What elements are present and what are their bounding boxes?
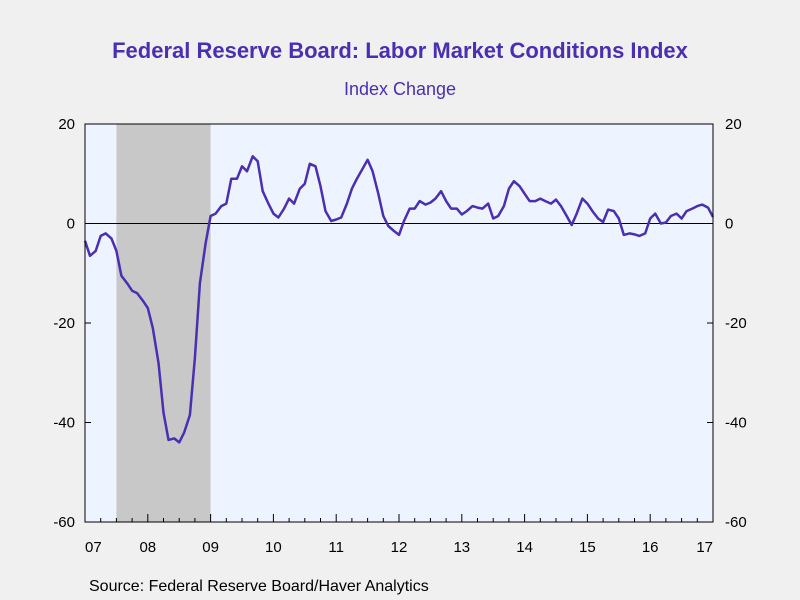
y-tick-label-left: -20 (53, 315, 75, 332)
x-tick-label: 09 (202, 539, 219, 556)
chart-title: Federal Reserve Board: Labor Market Cond… (112, 38, 688, 63)
y-tick-label-right: 0 (725, 216, 733, 233)
recession-shading (116, 124, 211, 522)
y-tick-label-right: 20 (725, 116, 742, 133)
plot-frame (84, 123, 714, 523)
x-tick-label: 13 (453, 539, 470, 556)
x-tick-label: 08 (139, 539, 156, 556)
chart-subtitle: Index Change (343, 79, 457, 99)
y-tick-label-right: -60 (725, 514, 747, 531)
x-tick-label: 10 (265, 539, 282, 556)
y-tick-label-right: -20 (725, 315, 747, 332)
x-tick-label: 11 (328, 539, 344, 556)
x-tick-label: 12 (391, 539, 408, 556)
x-tick-label: 17 (696, 539, 713, 556)
y-tick-label-left: -60 (53, 514, 75, 531)
x-tick-label: 16 (642, 539, 659, 556)
y-tick-label-left: 20 (58, 116, 75, 133)
x-tick-label: 14 (516, 539, 533, 556)
y-tick-label-left: -40 (53, 415, 75, 432)
y-tick-label-left: 0 (67, 216, 75, 233)
x-tick-label: 07 (85, 539, 102, 556)
source-note: Source: Federal Reserve Board/Haver Anal… (89, 578, 429, 595)
x-tick-label: 15 (579, 539, 596, 556)
series-line (83, 155, 715, 444)
y-tick-label-right: -40 (725, 415, 747, 432)
